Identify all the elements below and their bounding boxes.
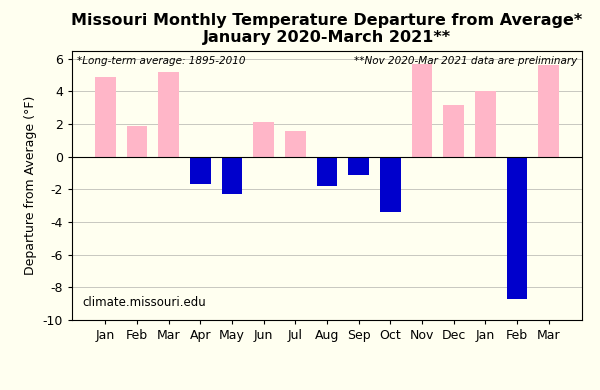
Text: *Long-term average: 1895-2010: *Long-term average: 1895-2010	[77, 56, 245, 66]
Bar	[158, 72, 179, 157]
Bar	[190, 157, 211, 184]
Bar	[412, 64, 432, 157]
Title: Missouri Monthly Temperature Departure from Average*
January 2020-March 2021**: Missouri Monthly Temperature Departure f…	[71, 13, 583, 45]
Bar	[127, 126, 148, 157]
Bar	[380, 157, 401, 212]
Bar	[285, 131, 305, 157]
Bar	[475, 92, 496, 157]
Bar	[538, 66, 559, 157]
Bar	[506, 157, 527, 299]
Bar	[95, 77, 116, 157]
Y-axis label: Departure from Average (°F): Departure from Average (°F)	[24, 96, 37, 275]
Bar	[317, 157, 337, 186]
Bar	[349, 157, 369, 175]
Bar	[222, 157, 242, 194]
Bar	[253, 122, 274, 157]
Text: **Nov 2020-Mar 2021 data are preliminary: **Nov 2020-Mar 2021 data are preliminary	[353, 56, 577, 66]
Text: climate.missouri.edu: climate.missouri.edu	[82, 296, 206, 309]
Bar	[443, 105, 464, 157]
